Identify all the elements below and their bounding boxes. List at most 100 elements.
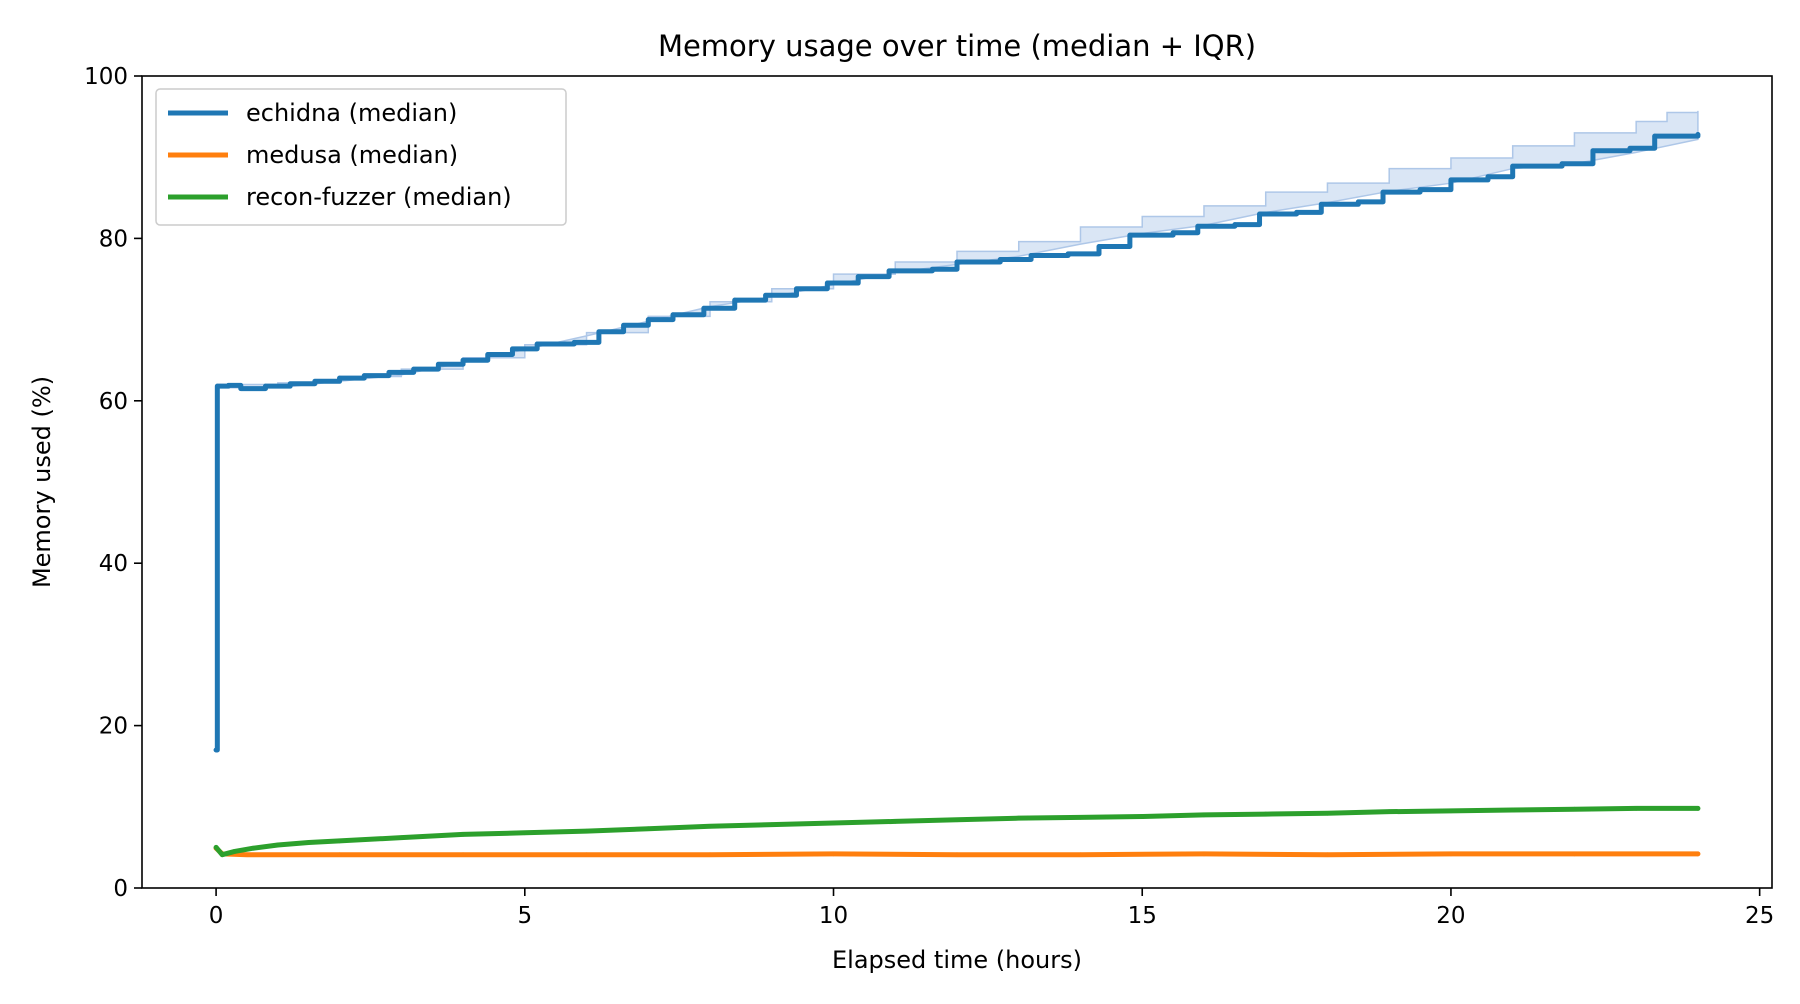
series-0-line (216, 134, 1698, 749)
series-0-point (597, 329, 602, 334)
series-0-point (1233, 222, 1238, 227)
series-0-point (1628, 146, 1633, 151)
series-2-point (1634, 806, 1639, 811)
series-0-point (510, 347, 515, 352)
series-2-point (1572, 807, 1577, 812)
legend-label: echidna (median) (246, 99, 457, 127)
series-1-point (1572, 852, 1577, 857)
series-2-point (584, 829, 589, 834)
series-0-point (1257, 212, 1262, 217)
series-1-point (1202, 852, 1207, 857)
series-1-point (1696, 852, 1701, 857)
series-2-point (769, 822, 774, 827)
series-0-point (1294, 210, 1299, 215)
series-1-point (584, 852, 589, 857)
series-0-point (263, 384, 268, 389)
series-2-point (1696, 806, 1701, 811)
series-0-point (313, 379, 318, 384)
y-tick-label: 80 (99, 226, 128, 252)
series-0-point (1356, 200, 1361, 205)
series-0-point (1319, 202, 1324, 207)
series-1-point (1325, 852, 1330, 857)
series-0-point (1195, 224, 1200, 229)
x-axis-ticks: 0 5 10 15 20 25 (209, 888, 1775, 929)
series-1-point (831, 852, 836, 857)
series-0-point (702, 306, 707, 311)
series-2-point (232, 849, 237, 854)
series-1-point (245, 852, 250, 857)
series-0-point (763, 293, 768, 298)
series-0-point (930, 267, 935, 272)
series-2-point (1510, 808, 1515, 813)
series-2-point (893, 819, 898, 824)
series-2-point (1325, 811, 1330, 816)
series-0-point (1696, 132, 1701, 137)
series-0-point (436, 362, 441, 367)
series-2-point (523, 830, 528, 835)
series-2-point (276, 843, 281, 848)
x-tick-label: 0 (209, 903, 224, 929)
series-0-point (621, 323, 626, 328)
series-0-point (238, 386, 243, 391)
series-2-point (831, 821, 836, 826)
series-2-point (220, 852, 225, 857)
legend-label: recon-fuzzer (median) (246, 183, 512, 211)
x-tick-label: 20 (1436, 903, 1465, 929)
series-2-point (337, 839, 342, 844)
series-0-point (1128, 233, 1133, 238)
series-0-point (535, 342, 540, 347)
series-0-point (1486, 174, 1491, 179)
series-0-point (732, 298, 737, 303)
series-1-point (955, 852, 960, 857)
series-2-point (708, 824, 713, 829)
series-0-point (1066, 252, 1071, 257)
series-0-point (387, 370, 392, 375)
y-tick-label: 20 (99, 714, 128, 740)
x-axis-label: Elapsed time (hours) (832, 946, 1082, 974)
series-0-point (998, 257, 1003, 262)
x-tick-label: 5 (517, 903, 532, 929)
x-tick-label: 25 (1745, 903, 1774, 929)
series-0-point (794, 286, 799, 291)
series-0-point (1449, 178, 1454, 183)
series-0-point (411, 367, 416, 372)
y-tick-label: 100 (84, 64, 128, 90)
series-2-point (646, 826, 651, 831)
series-2-point (1449, 809, 1454, 814)
series-2-point (1387, 809, 1392, 814)
y-tick-label: 0 (113, 876, 128, 902)
series-2-point (1263, 812, 1268, 817)
series-1-point (1078, 852, 1083, 857)
series-0-point (362, 373, 367, 378)
series-1-point (1449, 852, 1454, 857)
series-0-point (1560, 161, 1565, 166)
series-0-point (1097, 244, 1102, 249)
legend: echidna (median) medusa (median) recon-fuz… (156, 89, 566, 225)
series-0-point (1418, 187, 1423, 192)
series-0-point (485, 352, 490, 357)
series-2-point (1078, 815, 1083, 820)
legend-label: medusa (median) (246, 141, 458, 169)
series-0-point (572, 340, 577, 345)
series-2-line (216, 808, 1698, 854)
y-tick-label: 40 (99, 551, 128, 577)
series-0-point (825, 281, 830, 286)
series-0-point (887, 269, 892, 274)
series-0-point (337, 376, 342, 381)
x-tick-label: 15 (1128, 903, 1157, 929)
series-2-point (399, 835, 404, 840)
series-0-point (461, 358, 466, 363)
series-2-point (214, 845, 219, 850)
series-2-point (1140, 814, 1145, 819)
series-0-point (646, 317, 651, 322)
series-0-point (1171, 230, 1176, 235)
series-2-point (1016, 816, 1021, 821)
series-0-point (214, 748, 219, 753)
series-2-point (955, 817, 960, 822)
series-0-point (288, 381, 293, 386)
series-2-point (251, 846, 256, 851)
chart-title: Memory usage over time (median + IQR) (658, 29, 1256, 63)
series-2-point (1202, 813, 1207, 818)
